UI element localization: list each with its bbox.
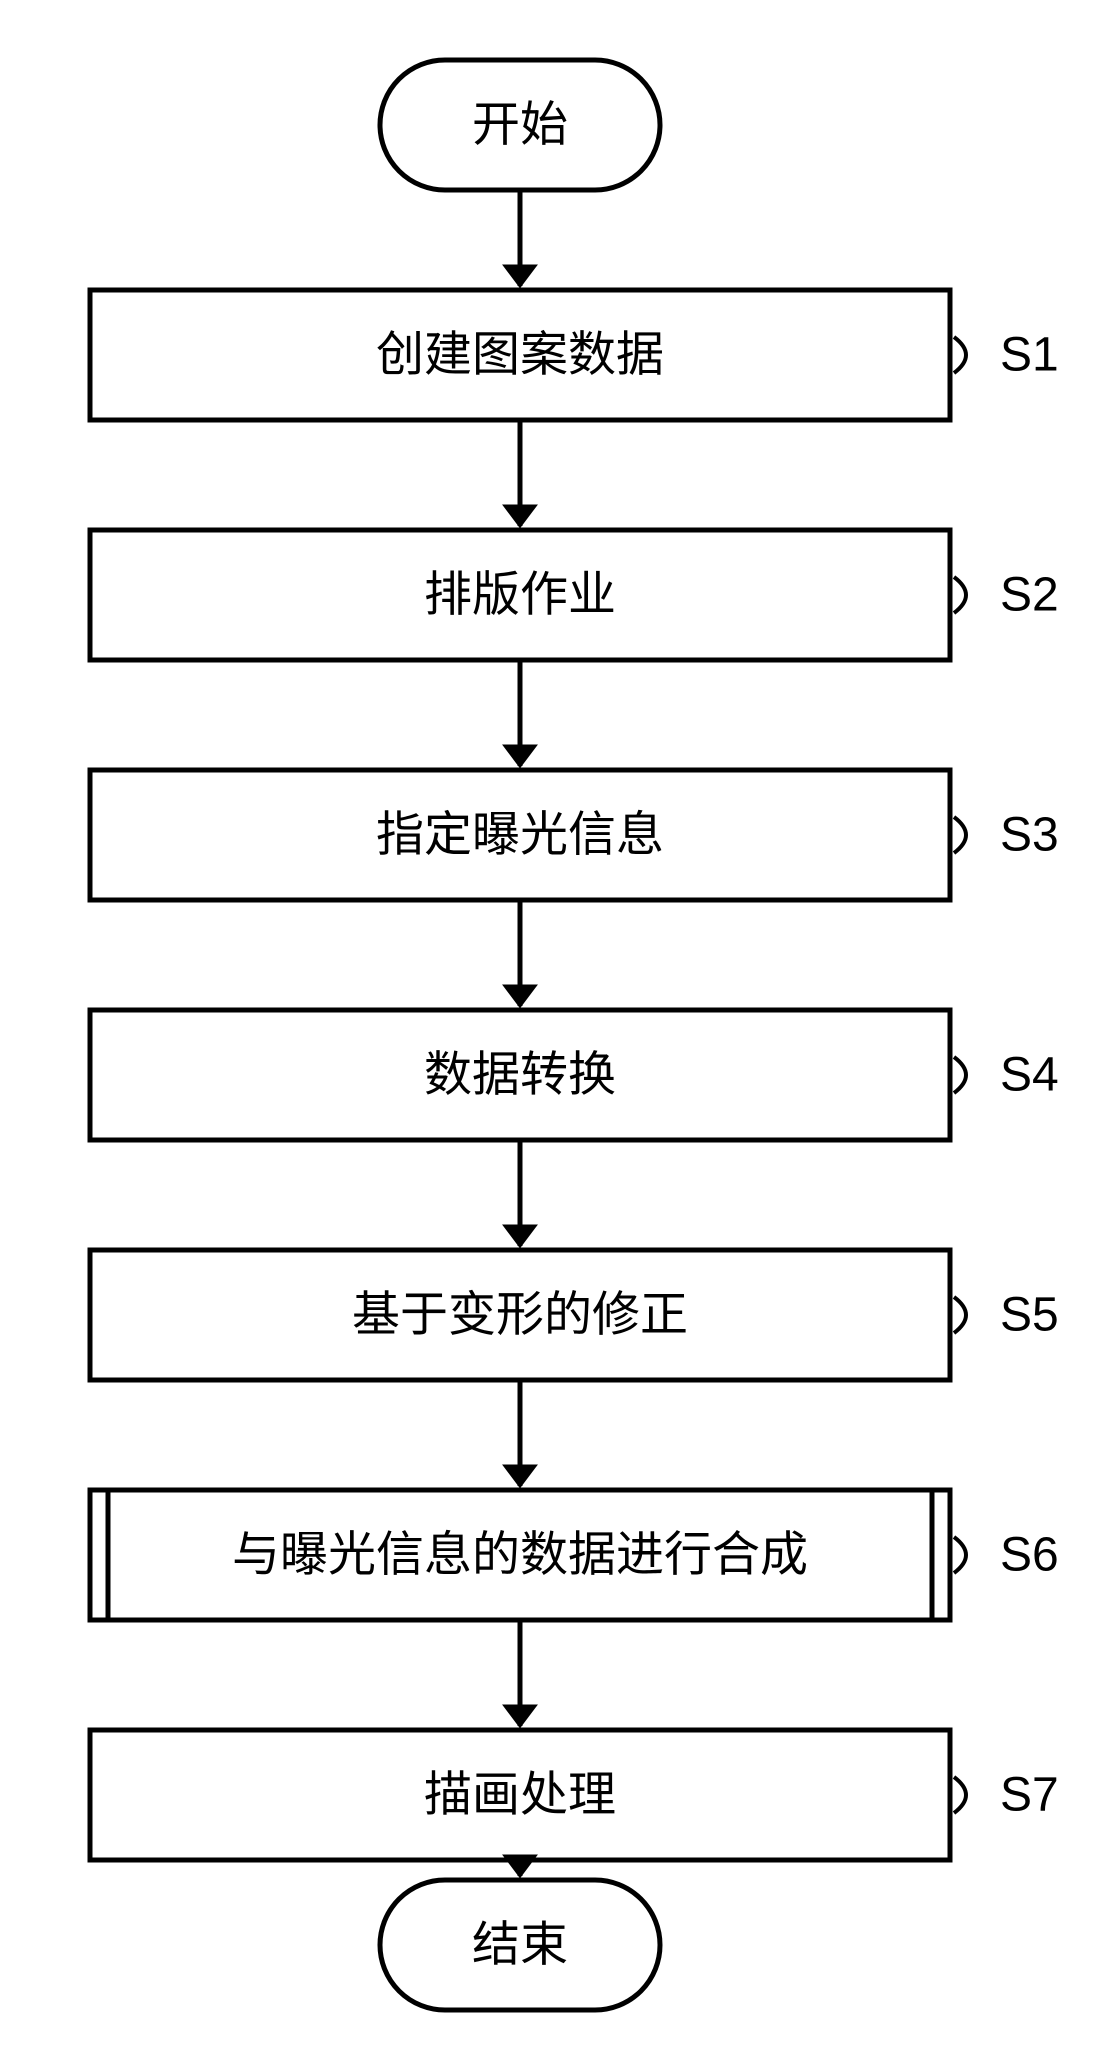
step-s1-label: 创建图案数据 (376, 329, 664, 382)
step-s2-label: 排版作业 (424, 569, 616, 622)
step-s7-tag-connector (954, 1777, 966, 1813)
step-s1-tag: S1 (1000, 329, 1059, 382)
step-s4-label: 数据转换 (424, 1049, 616, 1102)
step-s6-tag: S6 (1000, 1529, 1059, 1582)
step-s7-label: 描画处理 (424, 1769, 616, 1822)
step-s6-tag-connector (954, 1537, 966, 1573)
step-s1-tag-connector (954, 337, 966, 373)
step-s2-tag: S2 (1000, 569, 1059, 622)
step-s5-tag-connector (954, 1297, 966, 1333)
step-s6-label: 与曝光信息的数据进行合成 (232, 1529, 808, 1582)
step-s7-tag: S7 (1000, 1769, 1059, 1822)
terminator-end-label: 结束 (472, 1919, 568, 1972)
step-s3-tag: S3 (1000, 809, 1059, 862)
step-s5-label: 基于变形的修正 (352, 1289, 688, 1342)
step-s3-tag-connector (954, 817, 966, 853)
flowchart: 开始创建图案数据 S1 排版作业 S2 指定曝光信息 S3 数据转换 S4 基于变形的修正 S5 与… (0, 0, 1107, 2063)
terminator-start-label: 开始 (472, 99, 568, 152)
step-s2-tag-connector (954, 577, 966, 613)
step-s5-tag: S5 (1000, 1289, 1059, 1342)
step-s4-tag-connector (954, 1057, 966, 1093)
step-s3-label: 指定曝光信息 (376, 809, 664, 862)
step-s4-tag: S4 (1000, 1049, 1059, 1102)
